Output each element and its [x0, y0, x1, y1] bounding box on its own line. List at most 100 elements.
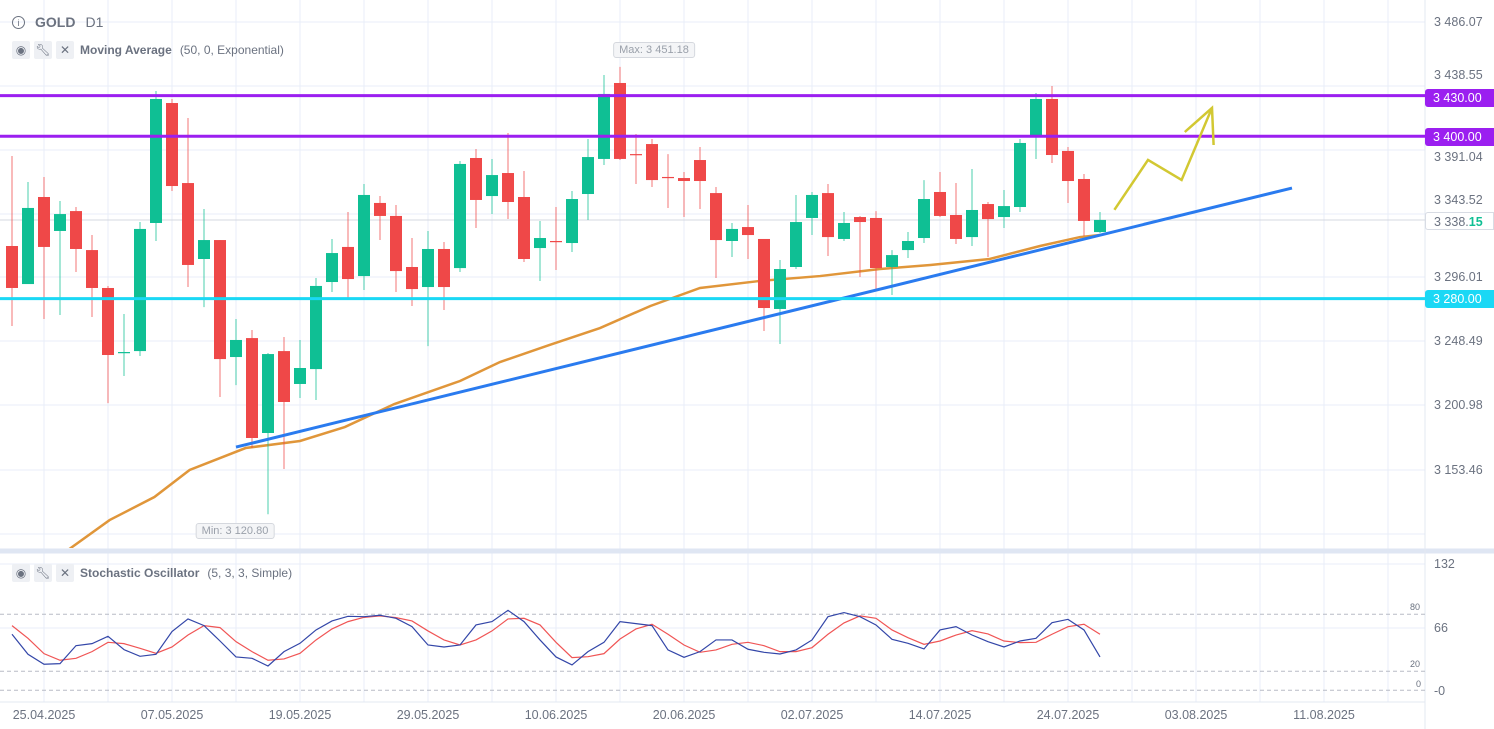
candle: [966, 168, 978, 247]
ma-legend: ◉ 🔧︎ ✕ Moving Average (50, 0, Exponentia…: [12, 41, 284, 59]
candle: [22, 181, 34, 285]
osc-level-label: 0: [1416, 679, 1422, 689]
candle: [374, 196, 386, 241]
candle: [214, 240, 226, 397]
candle: [534, 220, 546, 281]
close-icon[interactable]: ✕: [56, 41, 74, 59]
candle: [294, 339, 306, 399]
candle-body: [390, 215, 402, 272]
candle-body: [22, 207, 34, 285]
candle: [646, 139, 658, 187]
price-tick: 3 391.04: [1434, 150, 1483, 164]
price-tick: 3 296.01: [1434, 270, 1483, 284]
price-tick: 3 153.46: [1434, 463, 1483, 477]
candle: [150, 90, 162, 241]
trendline: [235, 186, 1293, 449]
candle: [1014, 139, 1026, 213]
candle-body: [966, 209, 978, 238]
candle: [278, 336, 290, 470]
candle: [934, 171, 946, 218]
date-tick: 14.07.2025: [908, 708, 972, 722]
resistance-high-badge[interactable]: 3 430.00: [1425, 89, 1494, 107]
candle: [758, 238, 770, 332]
candle-body: [710, 193, 722, 241]
date-tick: 07.05.2025: [140, 708, 204, 722]
candle-body: [278, 351, 290, 402]
candle-body: [374, 202, 386, 216]
stochastic-legend: ◉ 🔧︎ ✕ Stochastic Oscillator (5, 3, 3, S…: [12, 564, 292, 582]
candle-body: [918, 199, 930, 239]
candle-body: [150, 98, 162, 223]
eye-icon[interactable]: ◉: [12, 564, 30, 582]
timeframe[interactable]: D1: [85, 14, 104, 30]
candle-body: [870, 217, 882, 269]
main-pane: [0, 66, 1425, 548]
ema-line: [68, 233, 1101, 548]
candle: [822, 183, 834, 257]
candle: [118, 313, 130, 376]
candle: [982, 202, 994, 257]
info-icon[interactable]: i: [12, 15, 25, 29]
candle: [774, 259, 786, 345]
candle-body: [70, 211, 82, 249]
candle-body: [902, 240, 914, 251]
candle-body: [838, 222, 850, 239]
candle: [38, 176, 50, 319]
candle: [422, 230, 434, 347]
candle: [406, 238, 418, 306]
candle-body: [406, 266, 418, 290]
candle-body: [790, 222, 802, 267]
stochastic-k-line: [11, 609, 1101, 667]
wrench-icon[interactable]: 🔧︎: [34, 564, 52, 582]
osc-tick: -0: [1434, 684, 1446, 698]
osc-tick: 132: [1434, 557, 1455, 571]
candle: [390, 204, 402, 293]
date-tick: 03.08.2025: [1164, 708, 1228, 722]
candle: [502, 132, 514, 220]
candle: [902, 232, 914, 259]
candle-body: [758, 238, 770, 309]
candle: [918, 180, 930, 244]
eye-icon[interactable]: ◉: [12, 41, 30, 59]
candle: [518, 170, 530, 262]
candle: [54, 201, 66, 316]
candle: [742, 204, 754, 260]
osc-level-label: 20: [1410, 659, 1421, 669]
candle-body: [422, 248, 434, 288]
date-tick: 10.06.2025: [524, 708, 588, 722]
min-label: Min: 3 120.80: [195, 523, 275, 539]
close-icon[interactable]: ✕: [56, 564, 74, 582]
date-tick: 11.08.2025: [1293, 708, 1355, 722]
candle: [854, 215, 866, 278]
last-price-badge: 3 338.15: [1425, 212, 1494, 230]
candle-body: [502, 173, 514, 203]
candle: [998, 189, 1010, 228]
symbol-legend: i GOLD D1: [12, 14, 103, 30]
resistance-low-badge[interactable]: 3 400.00: [1425, 128, 1494, 146]
last-price-dec: 15: [1468, 215, 1483, 229]
candle: [134, 222, 146, 356]
candle-body: [726, 228, 738, 241]
candle-body: [198, 240, 210, 260]
candle-body: [614, 82, 626, 159]
indicator-name: Stochastic Oscillator: [80, 566, 200, 580]
candle-body: [566, 199, 578, 244]
candle: [726, 222, 738, 257]
wrench-icon[interactable]: 🔧︎: [34, 41, 52, 59]
candle: [358, 183, 370, 291]
candle-body: [822, 193, 834, 238]
stochastic-pane: [0, 609, 1425, 691]
support-badge[interactable]: 3 280.00: [1425, 290, 1494, 308]
candle: [630, 134, 642, 184]
candle-body: [694, 160, 706, 182]
price-tick: 3 438.55: [1434, 68, 1483, 82]
candle: [262, 352, 274, 515]
candle: [550, 207, 562, 270]
candle-body: [950, 215, 962, 239]
indicator-name: Moving Average: [80, 43, 172, 57]
candle-body: [550, 240, 562, 243]
symbol-name: GOLD: [35, 14, 76, 30]
candle: [790, 194, 802, 270]
candle-body: [774, 269, 786, 309]
